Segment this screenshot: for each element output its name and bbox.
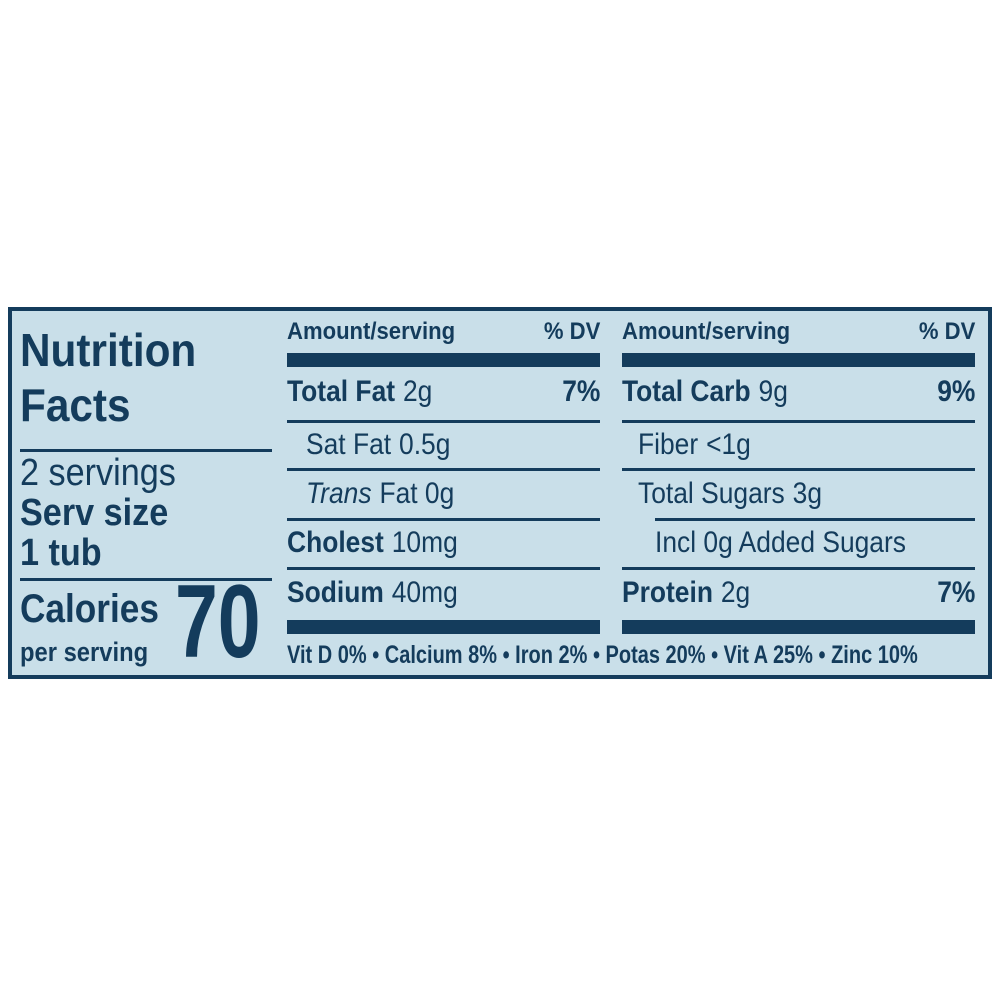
header-bar [287,353,600,367]
nutrient-amount: 9g [758,375,788,408]
footer-bar [287,620,600,634]
nutrient-row-total-carb: Total Carb 9g 9% [622,367,975,417]
column-header: Amount/serving % DV [622,319,975,345]
nutrient-amount: <1g [706,427,751,461]
nutrient-row-sodium: Sodium 40mg [287,570,600,616]
nutrient-dv: 7% [936,576,975,609]
nutrient-label: Incl 0g Added Sugars [655,526,906,559]
serving-size-label: Serv size [20,492,169,534]
nutrient-row-fiber: Fiber <1g [638,423,975,466]
divider [287,420,600,423]
servings-count: 2 servings [20,452,176,494]
divider [655,518,975,521]
percent-dv-header: % DV [543,318,600,345]
nutrient-row-added-sugars: Incl 0g Added Sugars [655,521,975,565]
title-line-1: Nutrition [20,324,197,376]
nutrient-amount: 10mg [391,526,458,559]
calories-label: Calories [20,587,159,631]
nutrient-row-sat-fat: Sat Fat 0.5g [306,423,600,466]
amount-serving-header: Amount/serving [622,318,791,345]
nutrient-label: Cholest [287,526,384,559]
nutrient-label: Trans [306,476,372,510]
nutrient-label: Protein [622,576,713,609]
nutrient-amount: Fat 0g [379,476,455,510]
nutrient-row-trans-fat: Trans Fat 0g [306,471,600,516]
divider [20,449,272,452]
nutrient-amount: 0.5g [399,427,451,461]
column-header: Amount/serving % DV [287,319,600,345]
amount-serving-header: Amount/serving [287,318,456,345]
calories-value: 70 [175,564,261,680]
percent-dv-header: % DV [918,318,975,345]
divider [622,420,975,423]
nutrient-row-protein: Protein 2g 7% [622,570,975,616]
nutrient-label: Total Fat [287,375,396,408]
nutrient-amount: 40mg [391,576,458,609]
nutrient-amount: 3g [792,476,823,510]
footer-bar [622,620,975,634]
nutrient-label: Sodium [287,576,384,609]
nutrient-label: Fiber [638,427,699,461]
micronutrients-line: Vit D 0% • Calcium 8% • Iron 2% • Potas … [287,641,918,669]
nutrient-column-1: Amount/serving % DV Total Fat 2g 7% Sat F… [287,311,600,675]
divider [287,468,600,471]
divider [622,567,975,570]
nutrient-column-2: Amount/serving % DV Total Carb 9g 9% Fibe… [622,311,975,675]
nutrient-row-total-fat: Total Fat 2g 7% [287,367,600,417]
title-line-2: Facts [20,379,131,431]
nutrient-label: Total Carb [622,375,751,408]
nutrition-facts-title: Nutrition Facts [20,323,196,433]
nutrient-amount: 2g [402,375,433,408]
divider [287,518,600,521]
calories-sublabel: per serving [20,637,149,667]
nutrient-label: Sat Fat [306,427,392,461]
divider [287,567,600,570]
nutrient-label: Total Sugars [638,476,785,510]
label-summary-column: Nutrition Facts 2 servings Serv size 1 t… [20,311,280,675]
header-bar [622,353,975,367]
divider [20,578,272,581]
nutrient-amount: 2g [720,576,751,609]
serving-size-value: 1 tub [20,532,102,574]
nutrition-facts-label: Nutrition Facts 2 servings Serv size 1 t… [8,307,992,679]
nutrient-row-cholesterol: Cholest 10mg [287,521,600,565]
divider [622,468,975,471]
nutrient-dv: 9% [936,375,975,408]
nutrient-row-total-sugars: Total Sugars 3g [638,471,975,516]
nutrient-dv: 7% [561,375,600,408]
